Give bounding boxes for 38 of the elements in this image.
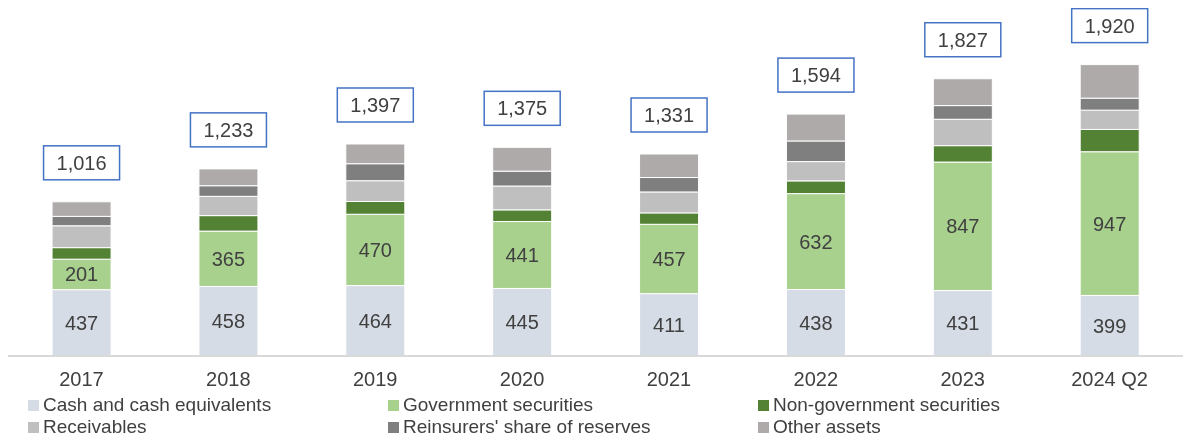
total-label: 1,594 xyxy=(790,64,841,87)
data-label: 411 xyxy=(653,313,686,336)
data-label: 431 xyxy=(946,312,980,335)
data-label: 365 xyxy=(211,247,246,270)
data-label: 441 xyxy=(505,244,539,266)
legend-label: Non-government securities xyxy=(773,394,1001,416)
x-tick-label: 2022 xyxy=(793,368,839,391)
legend-label: Reinsurers' share of reserves xyxy=(403,416,651,438)
x-tick-label: 2024 Q2 xyxy=(1071,368,1148,391)
total-label: 1,016 xyxy=(56,151,107,174)
data-label: 847 xyxy=(946,215,980,238)
x-tick-label: 2020 xyxy=(499,368,545,391)
x-tick-label: 2023 xyxy=(940,368,985,391)
x-tick-label: 2017 xyxy=(59,368,104,391)
x-tick-label: 2018 xyxy=(206,368,251,391)
total-label: 1,827 xyxy=(937,28,988,51)
data-label: 458 xyxy=(211,310,246,333)
total-label: 1,397 xyxy=(350,93,401,116)
data-label: 464 xyxy=(358,309,392,332)
data-label: 457 xyxy=(652,247,686,270)
legend-label: Cash and cash equivalents xyxy=(43,394,272,416)
total-label: 1,920 xyxy=(1084,14,1135,37)
legend-label: Other assets xyxy=(773,416,881,438)
data-label: 632 xyxy=(799,230,833,253)
data-label: 947 xyxy=(1093,212,1127,235)
data-label: 201 xyxy=(64,263,99,286)
data-label: 445 xyxy=(505,311,539,334)
total-label: 1,375 xyxy=(497,97,548,120)
x-tick-label: 2019 xyxy=(352,368,398,391)
total-label: 1,233 xyxy=(203,118,254,141)
x-tick-label: 2021 xyxy=(646,368,692,391)
legend-label: Government securities xyxy=(403,394,594,416)
data-label: 437 xyxy=(64,311,99,334)
data-label: 470 xyxy=(358,238,392,261)
data-label: 438 xyxy=(799,311,833,334)
total-label: 1,331 xyxy=(644,104,695,127)
legend-label: Receivables xyxy=(43,416,147,438)
data-label: 399 xyxy=(1093,314,1127,337)
